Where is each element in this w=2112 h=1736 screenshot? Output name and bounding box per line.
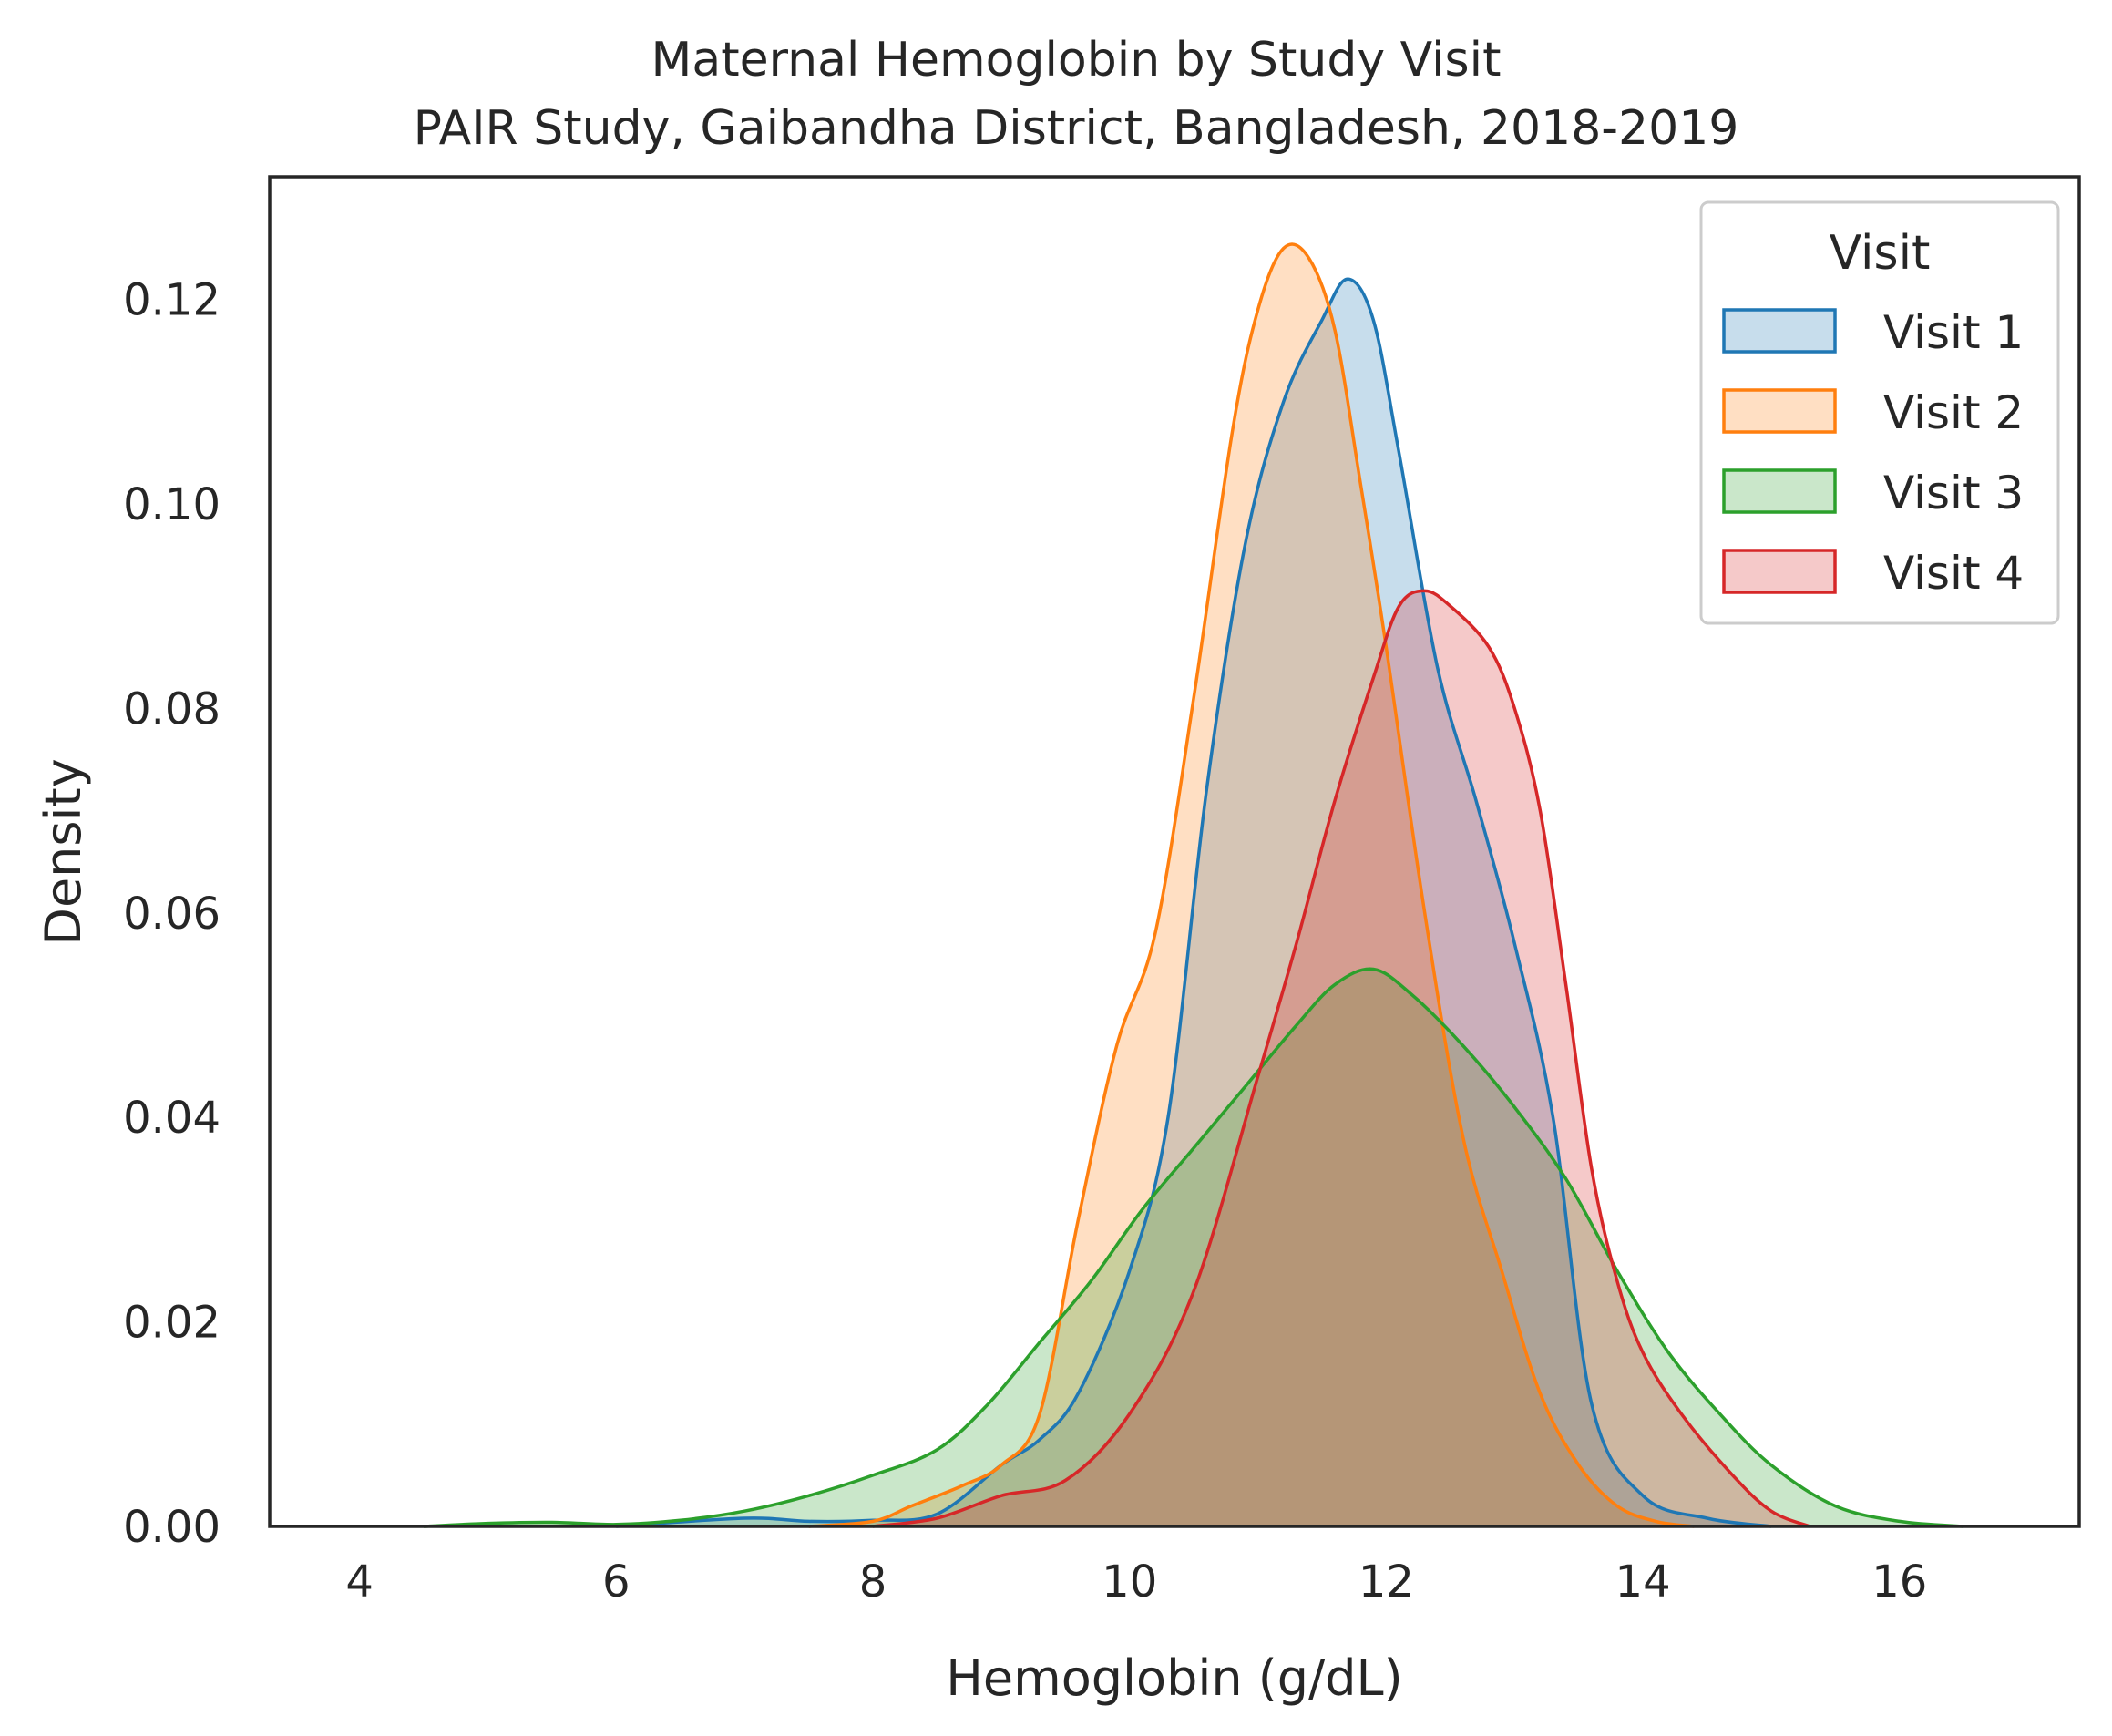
legend-items: Visit 1 Visit 2 Visit 3 Visit 4 — [1722, 306, 2024, 600]
y-axis-label: Density — [35, 758, 92, 945]
legend-swatch — [1722, 549, 1837, 594]
x-tick-label: 14 — [1615, 1556, 1671, 1608]
legend-swatch — [1722, 308, 1837, 354]
legend-label: Visit 2 — [1883, 386, 2024, 439]
chart-title: Maternal Hemoglobin by Study Visit — [651, 33, 1502, 87]
legend-frame — [1699, 200, 2060, 625]
y-tick-label: 0.12 — [123, 275, 220, 326]
x-tick-label: 16 — [1871, 1556, 1927, 1608]
legend-label: Visit 1 — [1883, 306, 2024, 359]
x-tick-label: 12 — [1358, 1556, 1414, 1608]
legend-label: Visit 3 — [1883, 467, 2024, 519]
x-axis-label: Hemoglobin (g/dL) — [946, 1649, 1402, 1707]
legend-swatch — [1722, 468, 1837, 514]
y-tick-label: 0.06 — [123, 889, 220, 940]
series-layer — [423, 242, 1964, 1528]
x-axis-ticks: 4 6 8 10 12 14 16 — [345, 1556, 1927, 1608]
legend: Visit Visit 1 Visit 2 Visit 3 Visit 4 — [1699, 200, 2060, 625]
chart-subtitle: PAIR Study, Gaibandha District, Banglade… — [414, 101, 1739, 156]
legend-item-visit-3: Visit 3 — [1722, 467, 2024, 519]
x-tick-label: 4 — [345, 1556, 374, 1608]
legend-label: Visit 4 — [1883, 547, 2024, 600]
x-tick-label: 8 — [859, 1556, 887, 1608]
plot-frame — [268, 175, 2081, 1528]
visit-2-density-line — [808, 242, 1695, 1528]
y-tick-label: 0.10 — [123, 479, 220, 530]
visit-4-density-line — [872, 589, 1810, 1528]
x-tick-label: 6 — [602, 1556, 631, 1608]
legend-item-visit-1: Visit 1 — [1722, 306, 2024, 359]
legend-item-visit-4: Visit 4 — [1722, 547, 2024, 600]
y-tick-label: 0.00 — [123, 1502, 220, 1553]
y-axis-ticks: 0.00 0.02 0.04 0.06 0.08 0.10 0.12 — [123, 275, 220, 1553]
x-tick-label: 10 — [1102, 1556, 1157, 1608]
visit-3-density-fill — [424, 969, 1964, 1526]
y-tick-label: 0.04 — [123, 1093, 220, 1144]
y-tick-label: 0.08 — [123, 683, 220, 734]
legend-title: Visit — [1830, 226, 1931, 281]
visit-3-density-line — [423, 967, 1964, 1528]
legend-item-visit-2: Visit 2 — [1722, 386, 2024, 439]
legend-swatch — [1722, 388, 1837, 434]
y-tick-label: 0.02 — [123, 1298, 220, 1349]
visit-2-density-fill — [808, 243, 1695, 1527]
